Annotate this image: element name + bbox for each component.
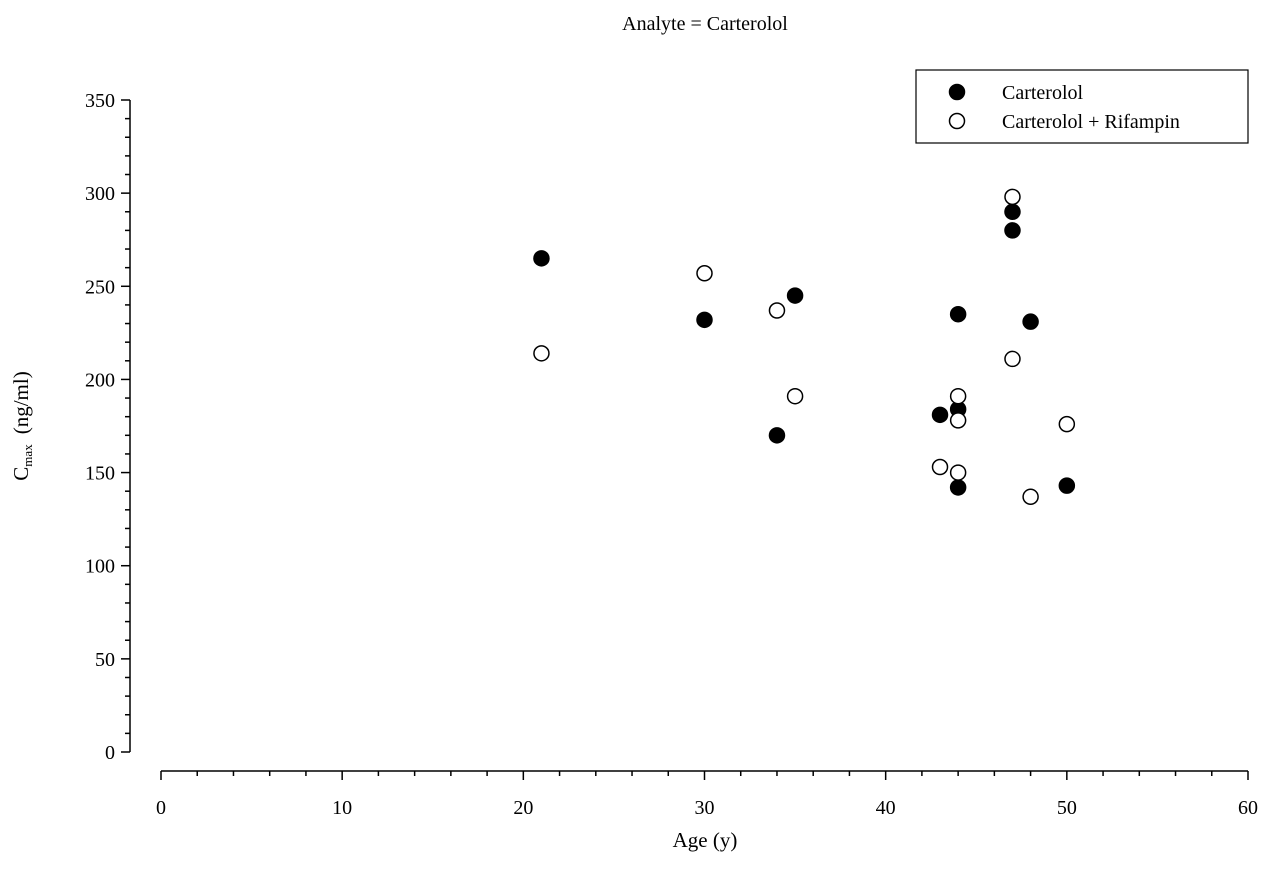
y-tick-label: 150 [85,463,115,485]
point-carterolol [1058,477,1076,494]
y-tick-label: 0 [105,742,115,764]
chart-title: Analyte = Carterolol [622,13,788,35]
point-carterolol-rifampin [949,464,967,481]
point-carterolol-rifampin [931,458,949,476]
point-carterolol [931,406,949,424]
legend-label-carterolol: Carterolol [1002,82,1084,104]
legend-box [915,69,1249,144]
point-carterolol [768,427,786,444]
y-tick-label: 50 [95,649,115,671]
point-carterolol-rifampin [949,412,967,429]
point-carterolol [1004,203,1021,221]
point-carterolol-rifampin [786,387,804,405]
point-carterolol [696,311,713,329]
y-axis-title: Cmax (ng/ml) [9,371,35,480]
y-ticks: 0 50 100 150 200 250 300 350 [85,90,130,764]
y-axis-title-unit: (ng/ml) [9,371,33,434]
x-tick-label: 20 [513,797,533,819]
y-tick-label: 350 [85,90,115,112]
legend: Carterolol Carterolol + Rifampin [915,69,1249,144]
point-carterolol-rifampin [533,345,550,362]
y-tick-label: 200 [85,369,115,391]
point-carterolol-rifampin [1058,415,1076,433]
x-ticks: 0 10 20 30 40 50 60 [156,771,1258,819]
point-carterolol-rifampin [1004,188,1021,206]
x-tick-label: 50 [1057,797,1077,819]
y-tick-label: 100 [85,556,115,578]
x-tick-label: 10 [332,797,352,819]
point-carterolol [1004,222,1021,239]
point-carterolol-rifampin [696,264,713,282]
x-tick-label: 60 [1238,797,1258,819]
point-carterolol-rifampin [1004,350,1021,368]
x-tick-label: 40 [876,797,896,819]
legend-marker-carterolol [948,83,966,101]
point-carterolol [533,250,550,267]
point-carterolol-rifampin [1022,488,1039,506]
legend-marker-carterolol-rifampin [948,112,966,130]
point-carterolol [949,305,967,323]
point-carterolol [1022,313,1039,330]
point-carterolol-rifampin [768,302,786,319]
y-tick-label: 300 [85,183,115,205]
x-axis-title: Age (y) [673,828,738,852]
x-tick-label: 30 [695,797,715,819]
data-points [533,188,1076,506]
point-carterolol-rifampin [949,387,967,405]
legend-label-carterolol-rifampin: Carterolol + Rifampin [1002,111,1180,133]
y-axis-title-sub: max [20,444,35,467]
y-tick-label: 250 [85,276,115,298]
y-axis-title-main: C [9,467,33,481]
point-carterolol [949,479,967,496]
x-tick-label: 0 [156,797,166,819]
point-carterolol [786,287,804,304]
